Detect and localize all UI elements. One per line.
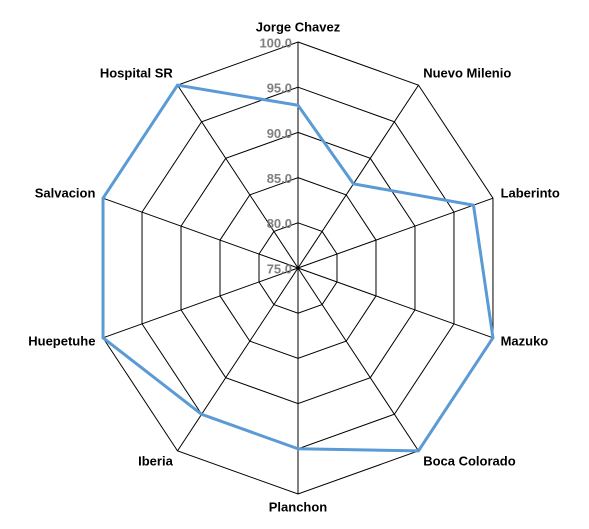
spoke	[297, 197, 494, 269]
y-tick-label: 80.0	[267, 216, 292, 231]
spoke	[102, 267, 299, 339]
category-label: Salvacion	[35, 185, 96, 200]
spoke	[297, 267, 494, 339]
category-label: Iberia	[138, 454, 173, 469]
category-label: Mazuko	[501, 334, 549, 349]
spoke	[177, 84, 299, 269]
spoke	[177, 267, 299, 452]
category-label: Huepetuhe	[28, 334, 95, 349]
category-label: Boca Colorado	[423, 454, 516, 469]
category-label: Planchon	[269, 499, 328, 514]
series-line	[101, 83, 495, 453]
category-label: Laberinto	[501, 185, 560, 200]
category-label: Nuevo Milenio	[423, 65, 511, 80]
category-label: Jorge Chavez	[256, 19, 341, 34]
y-tick-label: 100.0	[259, 35, 292, 50]
category-label: Hospital SR	[100, 65, 174, 80]
y-tick-label: 75.0	[267, 261, 292, 276]
y-tick-label: 90.0	[267, 126, 292, 141]
spoke	[102, 197, 299, 269]
spoke	[297, 84, 419, 269]
spoke	[297, 267, 419, 452]
y-tick-label: 85.0	[267, 171, 292, 186]
y-tick-label: 95.0	[267, 81, 292, 96]
